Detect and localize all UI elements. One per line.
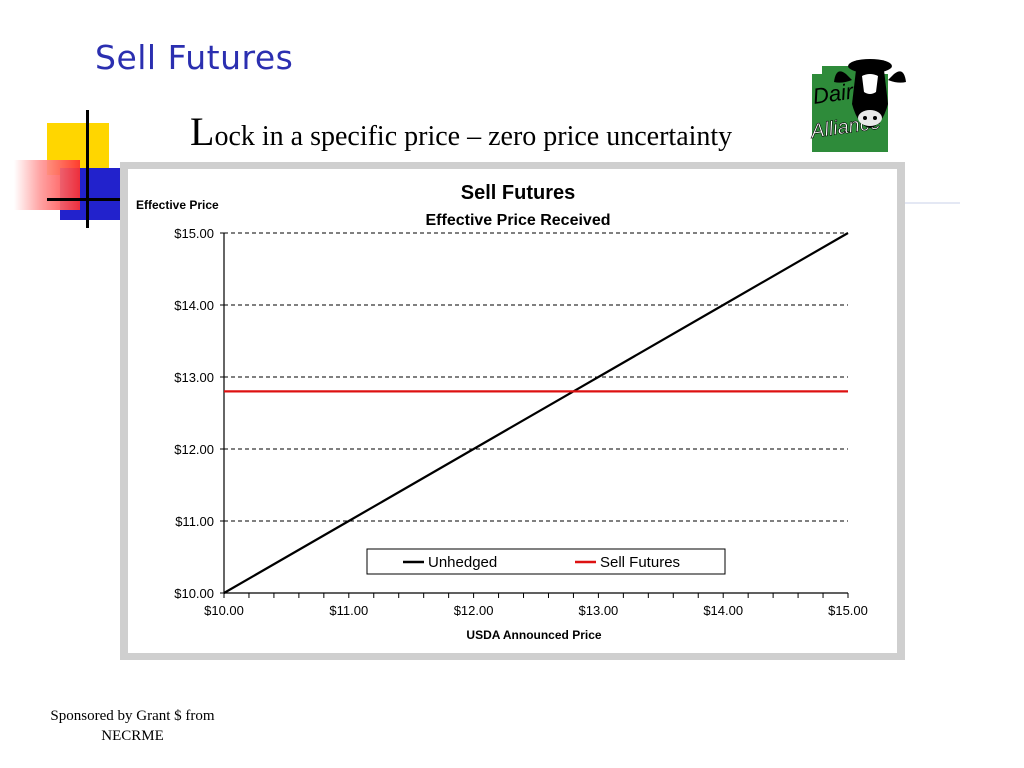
subtitle-initial: L xyxy=(190,109,215,154)
slide-subtitle: Lock in a specific price – zero price un… xyxy=(190,108,732,155)
legend-box xyxy=(366,548,726,575)
sponsor-line-2: NECRME xyxy=(101,728,164,744)
legend-label-unhedged: Unhedged xyxy=(428,554,497,571)
y-tick-label: $11.00 xyxy=(175,514,214,529)
decorative-red-square xyxy=(14,160,80,210)
decorative-horizontal-line xyxy=(47,198,123,201)
chart-subtitle: Effective Price Received xyxy=(426,212,611,229)
x-tick-label: $12.00 xyxy=(454,603,494,618)
sponsor-note: Sponsored by Grant $ from NECRME xyxy=(30,706,235,746)
decorative-vertical-line xyxy=(86,110,89,228)
x-tick-label: $15.00 xyxy=(828,603,868,618)
chart-title: Sell Futures xyxy=(461,182,575,204)
sponsor-line-1: Sponsored by Grant $ from xyxy=(50,708,215,724)
slide-title: Sell Futures xyxy=(95,38,294,77)
series-line-unhedged xyxy=(223,232,849,594)
cow-head-icon xyxy=(834,59,906,128)
y-tick-label: $10.00 xyxy=(174,586,214,601)
y-tick-label: $15.00 xyxy=(174,226,214,241)
legend-label-sell-futures: Sell Futures xyxy=(600,554,680,571)
y-tick-label: $13.00 xyxy=(174,370,214,385)
tick-labels: $10.00 $11.00 $12.00 $13.00 $14.00 $15.00 $10.… xyxy=(174,226,868,618)
y-axis-label: Effective Price xyxy=(136,198,219,212)
dairy-alliance-logo: Dairy Alliance xyxy=(800,52,932,160)
x-axis-label: USDA Announced Price xyxy=(466,628,601,642)
x-tick-label: $10.00 xyxy=(204,603,244,618)
subtitle-text: ock in a specific price – zero price unc… xyxy=(214,121,733,152)
line-chart: Sell Futures Effective Price Received Ef… xyxy=(136,182,868,642)
axes xyxy=(220,232,849,598)
x-tick-label: $14.00 xyxy=(703,603,743,618)
y-tick-label: $12.00 xyxy=(174,442,214,457)
chart-frame: Sell Futures Effective Price Received Ef… xyxy=(120,162,905,660)
series-lines xyxy=(223,232,849,594)
y-tick-label: $14.00 xyxy=(174,298,214,313)
chart-panel: Sell Futures Effective Price Received Ef… xyxy=(128,169,897,653)
x-tick-label: $13.00 xyxy=(579,603,619,618)
legend: Unhedged Sell Futures xyxy=(366,548,726,575)
x-tick-label: $11.00 xyxy=(329,603,368,618)
grid-lines xyxy=(224,232,848,522)
